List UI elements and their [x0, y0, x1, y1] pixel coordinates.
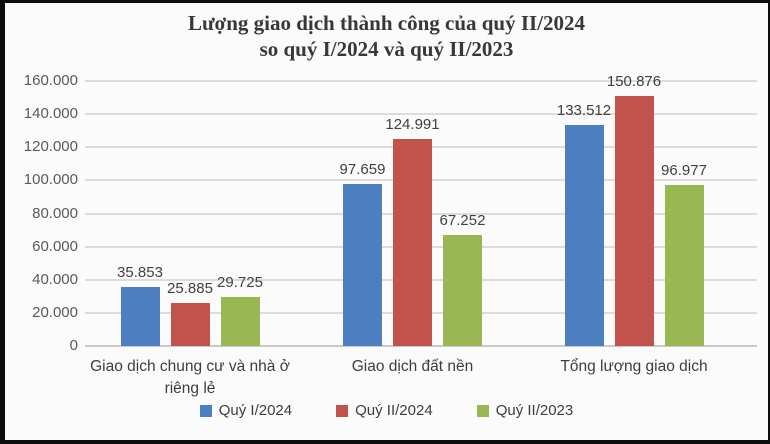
category-label: Giao dịch chung cư và nhà ở riêng lẻ — [90, 358, 290, 397]
y-axis-tick-label: 60.000 — [32, 237, 78, 255]
gridline — [85, 80, 757, 82]
category-label: Tổng lượng giao dịch — [560, 358, 708, 375]
bar-qu-ii-2023 — [220, 297, 260, 346]
bar-qu-ii-2023 — [664, 185, 704, 346]
bar-qu-ii-2024 — [614, 96, 654, 346]
bar-value-label: 96.977 — [661, 162, 707, 179]
legend-label: Quý II/2023 — [495, 402, 574, 419]
x-axis-line — [85, 345, 757, 347]
y-axis-tick-label: 120.000 — [23, 138, 78, 156]
bar-qu-ii-2024 — [393, 139, 432, 346]
legend-item: Quý I/2024 — [199, 402, 293, 419]
plot-area: 0 20.000 40.000 60.000 80.000 100.000 120.000 1… — [5, 3, 768, 440]
bar-value-label: 133.512 — [556, 102, 612, 119]
bar-qu-i-2024 — [120, 287, 160, 346]
legend-label: Quý II/2024 — [355, 402, 433, 419]
y-axis-tick-label: 40.000 — [32, 270, 78, 288]
bar-qu-i-2024 — [343, 184, 382, 346]
bar-value-label: 124.991 — [385, 116, 440, 133]
bar-value-label: 29.725 — [217, 274, 263, 291]
y-axis-tick-label: 140.000 — [23, 105, 78, 123]
legend-swatch-icon — [199, 404, 212, 417]
legend-item: Quý II/2023 — [476, 402, 574, 419]
legend-label: Quý I/2024 — [218, 402, 293, 419]
chart-title-line2: so quý I/2024 và quý II/2023 — [259, 37, 514, 61]
legend: Quý I/2024 Quý II/2024 Quý II/2023 — [5, 402, 768, 419]
bar-value-label: 150.876 — [606, 73, 662, 90]
bar-value-label: 67.252 — [439, 212, 486, 229]
chart-title-line1: Lượng giao dịch thành công của quý II/20… — [187, 11, 586, 35]
category-label: Giao dịch đất nền — [351, 358, 474, 375]
y-axis-tick-label: 100.000 — [23, 171, 78, 189]
y-axis-tick-label: 80.000 — [32, 204, 78, 222]
legend-swatch-icon — [476, 404, 489, 417]
bar-value-label: 25.885 — [167, 280, 213, 297]
legend-swatch-icon — [336, 404, 349, 417]
y-axis-tick-label: 160.000 — [23, 72, 78, 89]
y-axis-tick-label: 20.000 — [32, 303, 78, 321]
legend-item: Quý II/2024 — [336, 402, 433, 419]
bar-qu-i-2024 — [564, 125, 604, 346]
bar-qu-ii-2023 — [443, 235, 482, 346]
y-axis-tick-label: 0 — [69, 337, 78, 354]
chart-title: Lượng giao dịch thành công của quý II/20… — [5, 10, 768, 62]
bar-qu-ii-2024 — [170, 303, 210, 346]
bar-value-label: 97.659 — [339, 161, 386, 178]
bar-value-label: 35.853 — [117, 264, 163, 281]
gridline — [85, 113, 757, 116]
